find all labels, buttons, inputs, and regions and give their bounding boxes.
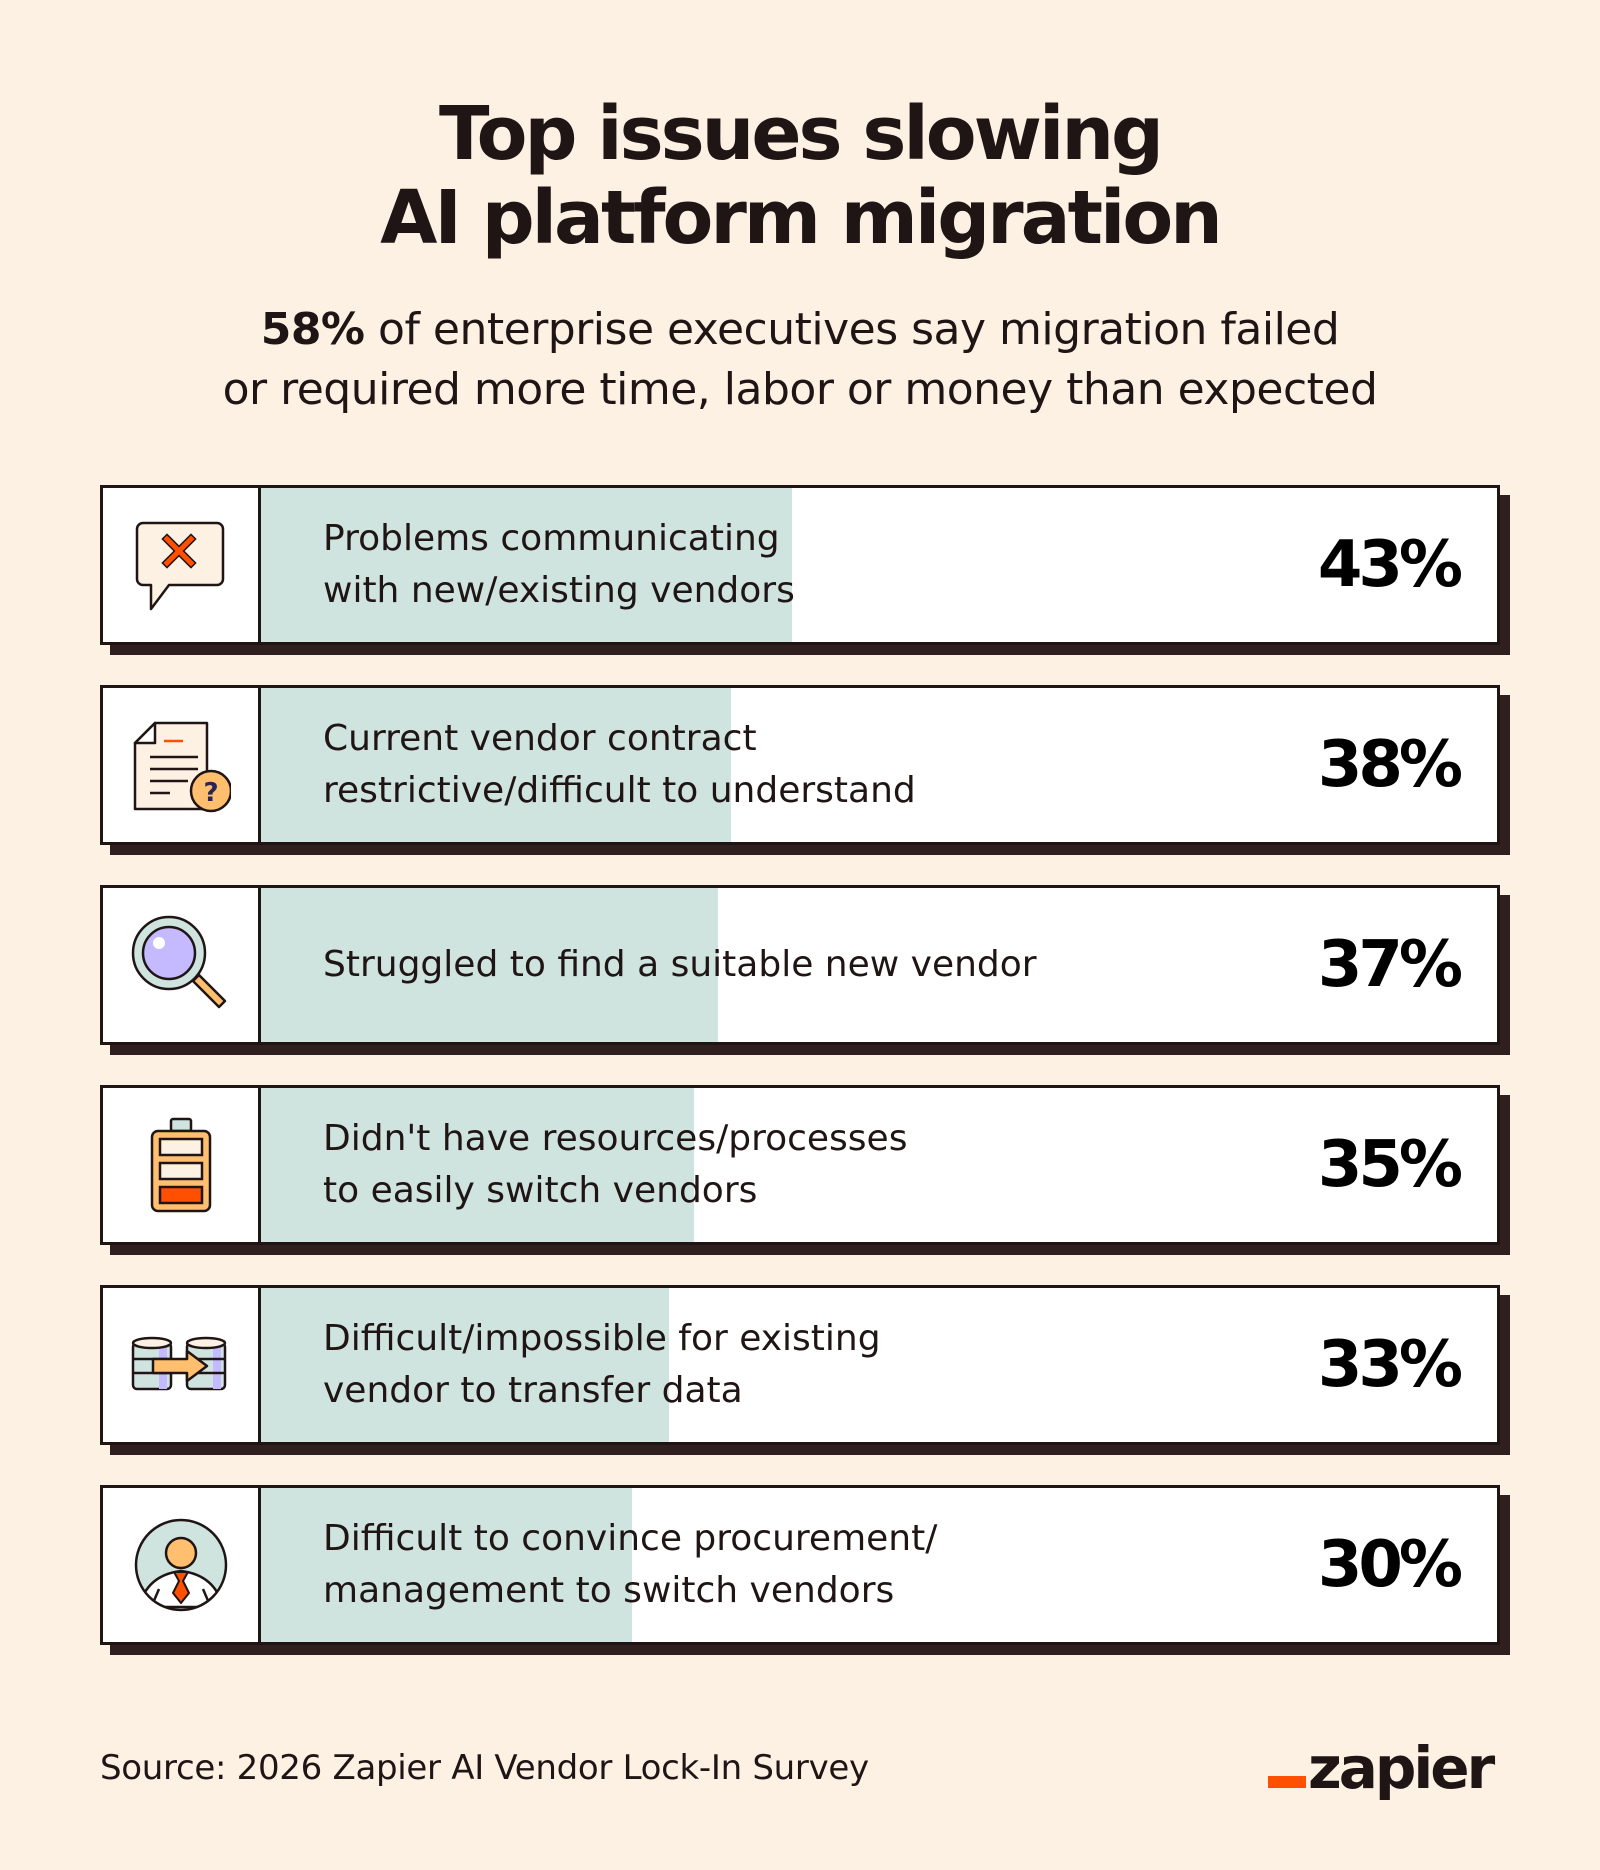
icon-cell (103, 888, 261, 1042)
row-value: 35% (1317, 1128, 1463, 1202)
bar-fill (261, 1288, 669, 1442)
bar-track: Current vendor contract restrictive/diff… (261, 688, 1497, 842)
zapier-logo: zapier (1268, 1734, 1495, 1802)
database-transfer-icon (131, 1336, 226, 1391)
row-label: Difficult/impossible for existing vendor… (323, 1318, 881, 1411)
row-label: Problems communicating with new/existing… (323, 518, 795, 611)
bar-track: Problems communicating with new/existing… (261, 488, 1497, 642)
icon-cell (103, 1288, 261, 1442)
bar-row-2: ? Current vendor contract restrictive/di… (100, 685, 1510, 855)
title-line-2: AI platform migration (380, 175, 1223, 261)
bar-row-1: Problems communicating with new/existing… (100, 485, 1510, 655)
row-box: Problems communicating with new/existing… (100, 485, 1500, 645)
row-value: 37% (1317, 928, 1463, 1002)
row-box: Didn't have resources/processes to easil… (100, 1085, 1500, 1245)
icon-cell: ? (103, 688, 261, 842)
row-box: Difficult/impossible for existing vendor… (100, 1285, 1500, 1445)
row-box: Difficult to convince procurement/ manag… (100, 1485, 1500, 1645)
low-battery-icon (150, 1117, 211, 1213)
manager-avatar-icon (134, 1518, 227, 1612)
subtitle-line-2: or required more time, labor or money th… (222, 364, 1378, 415)
document-question-icon: ? (133, 721, 231, 813)
subtitle-line-1: of enterprise executives say migration f… (364, 304, 1340, 355)
row-label: Difficult to convince procurement/ manag… (323, 1518, 938, 1611)
logo-underscore-icon (1268, 1776, 1306, 1788)
bar-fill (261, 1088, 694, 1242)
bar-fill (261, 1488, 632, 1642)
icon-cell (103, 1488, 261, 1642)
icon-cell (103, 1088, 261, 1242)
bar-fill (261, 888, 719, 1042)
bar-row-5: Difficult/impossible for existing vendor… (100, 1285, 1510, 1455)
logo-wordmark: zapier (1308, 1734, 1495, 1802)
bar-row-6: Difficult to convince procurement/ manag… (100, 1485, 1510, 1655)
bar-fill (261, 688, 731, 842)
icon-cell (103, 488, 261, 642)
bar-row-4: Didn't have resources/processes to easil… (100, 1085, 1510, 1255)
svg-text:?: ? (203, 778, 218, 808)
bar-row-3: Struggled to find a suitable new vendor … (100, 885, 1510, 1055)
row-value: 38% (1317, 728, 1463, 802)
subtitle: 58% of enterprise executives say migrati… (0, 300, 1600, 420)
source-note: Source: 2026 Zapier AI Vendor Lock-In Su… (100, 1748, 869, 1788)
subtitle-highlight: 58% (260, 304, 365, 355)
row-value: 33% (1317, 1328, 1463, 1402)
bar-track: Difficult/impossible for existing vendor… (261, 1288, 1497, 1442)
row-box: Struggled to find a suitable new vendor … (100, 885, 1500, 1045)
row-label: Current vendor contract restrictive/diff… (323, 718, 916, 811)
bar-fill (261, 488, 793, 642)
row-label: Struggled to find a suitable new vendor (323, 944, 1037, 985)
row-value: 30% (1317, 1528, 1463, 1602)
bar-track: Didn't have resources/processes to easil… (261, 1088, 1497, 1242)
title-line-1: Top issues slowing (439, 91, 1164, 177)
magnifying-glass-icon (131, 915, 226, 1009)
row-value: 43% (1317, 528, 1463, 602)
speech-bubble-x-icon (135, 521, 224, 611)
row-label: Didn't have resources/processes to easil… (323, 1118, 908, 1211)
row-box: ? Current vendor contract restrictive/di… (100, 685, 1500, 845)
bar-track: Difficult to convince procurement/ manag… (261, 1488, 1497, 1642)
page-title: Top issues slowing AI platform migration (0, 92, 1600, 260)
bar-track: Struggled to find a suitable new vendor … (261, 888, 1497, 1042)
